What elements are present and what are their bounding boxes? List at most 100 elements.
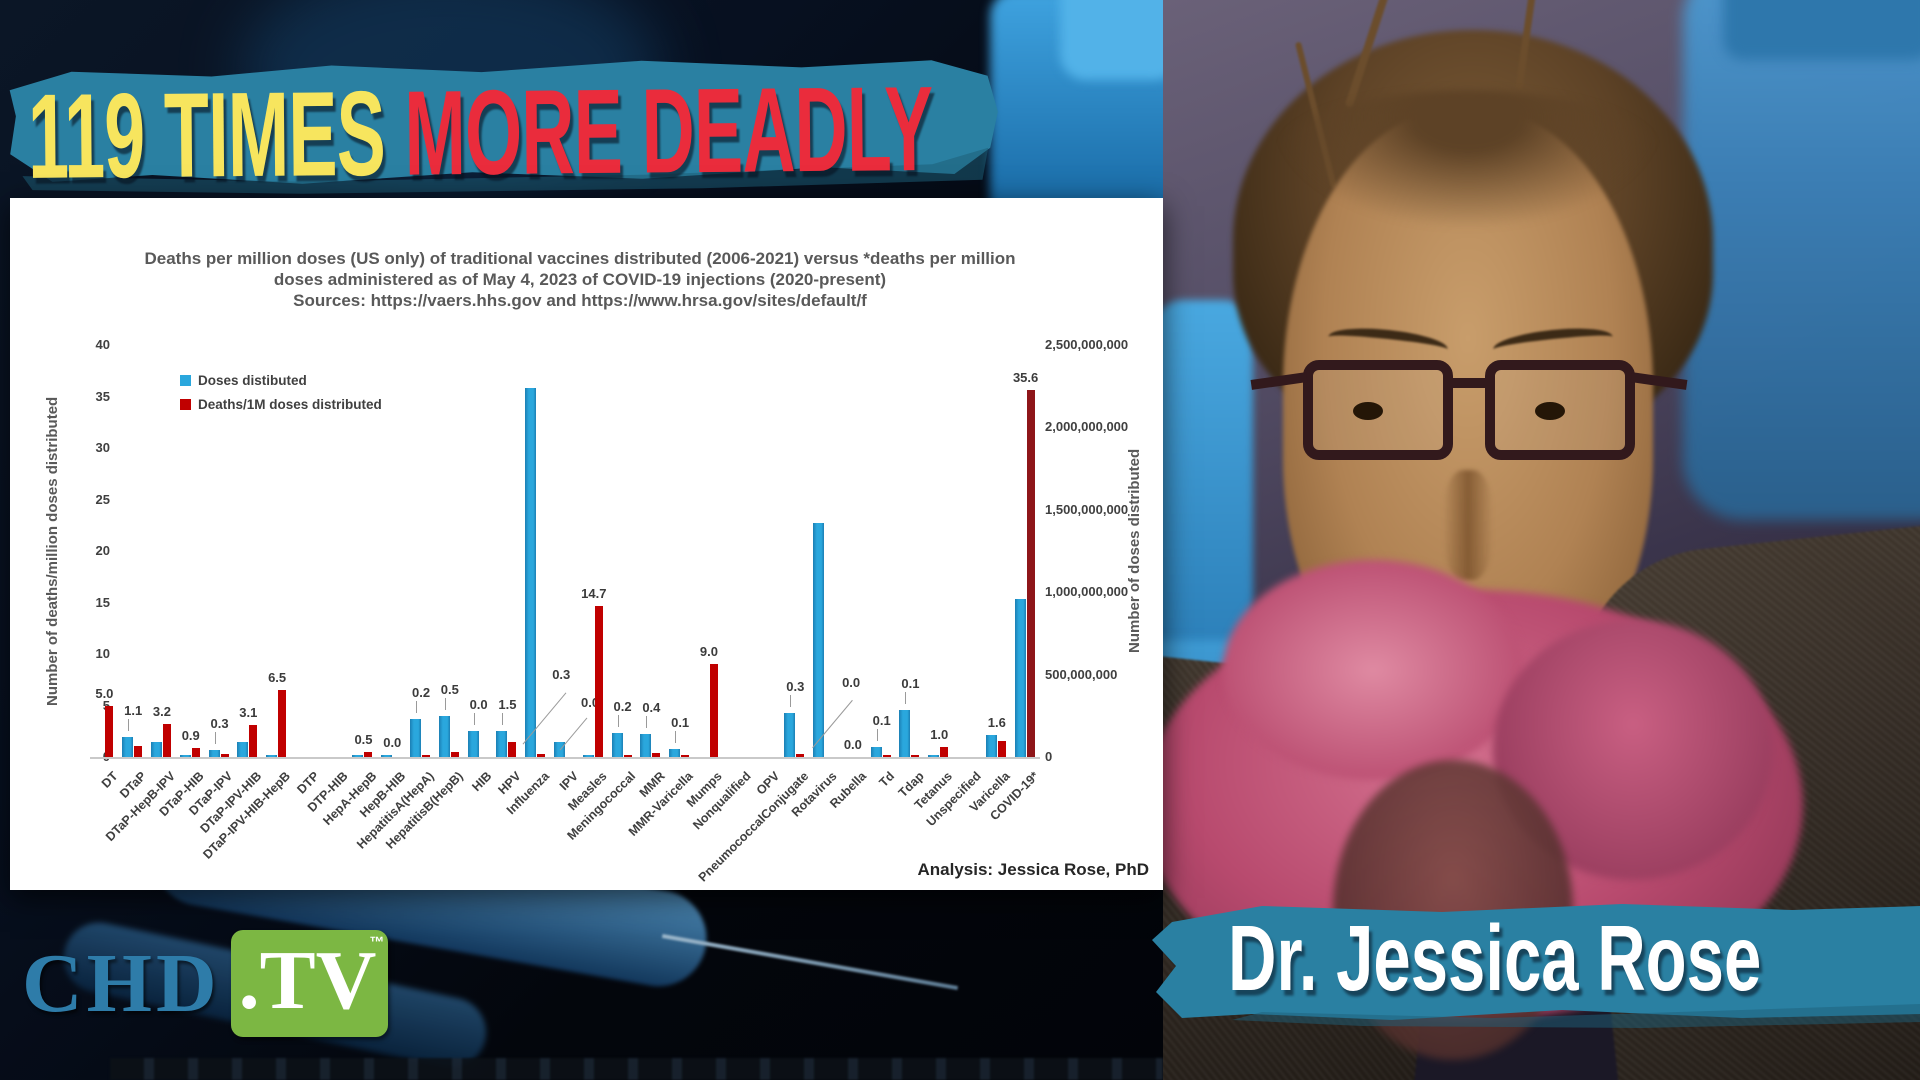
bar-doses-DTaP-IPV-HIB xyxy=(237,742,249,757)
data-label-Mumps: 9.0 xyxy=(699,644,718,660)
data-label-Tetanus: 1.0 xyxy=(930,726,949,742)
data-label-HepA-HepB: 0.5 xyxy=(354,731,373,747)
bar-doses-Varicella xyxy=(985,734,997,757)
bar-doses-Meningococcal xyxy=(611,733,623,757)
data-label-HepatitisA(HepA): 0.2 xyxy=(412,685,431,701)
leader-line-IPV xyxy=(559,717,588,751)
legend-label: Deaths/1M doses distributed xyxy=(198,396,382,412)
headline-yellow: 119 TIMES xyxy=(27,66,406,204)
bar-doses-DTaP xyxy=(122,737,134,757)
bar-doses-Rotavirus xyxy=(813,522,825,757)
x-axis-baseline xyxy=(90,757,1040,759)
legend-item-doses: Doses distibuted xyxy=(180,368,382,392)
bar-doses-Influenza xyxy=(525,387,537,757)
syringe-needle xyxy=(661,933,959,991)
data-label-DTaP-HIB: 0.9 xyxy=(181,727,200,743)
bar-deaths-DTaP xyxy=(134,745,143,757)
label-tick-DTaP xyxy=(128,719,130,732)
chd-tv-logo: CHD .TV ™ xyxy=(22,930,389,1037)
bar-deaths-DTaP-IPV-HIB xyxy=(249,725,258,757)
data-label-DTaP-IPV-HIB-HepB: 6.5 xyxy=(268,670,287,686)
data-label-Measles: 14.7 xyxy=(581,585,607,601)
legend-swatch-blue xyxy=(180,374,191,386)
data-label-HepB-HIB: 0.0 xyxy=(383,735,402,750)
logo-trademark: ™ xyxy=(369,934,385,951)
left-axis-tick: 30 xyxy=(95,440,110,455)
label-tick-HepatitisB(HepB) xyxy=(444,697,446,710)
bar-deaths-Measles xyxy=(594,605,603,757)
data-label-DT: 5.0 xyxy=(95,685,114,701)
bar-doses-IPV xyxy=(554,742,565,757)
data-label-Td: 0.1 xyxy=(872,713,891,729)
data-label-HPV: 1.5 xyxy=(498,697,517,713)
banner-brushstroke xyxy=(1152,904,1920,1028)
bar-doses-DTaP-HIB xyxy=(179,755,191,757)
right-axis-tick: 2,500,000,000 xyxy=(1045,337,1129,352)
right-axis-tick: 0 xyxy=(1045,749,1053,764)
chart-legend: Doses distibuted Deaths/1M doses distrib… xyxy=(180,368,382,416)
banner-brushstroke xyxy=(9,60,998,194)
data-label-DTaP: 1.1 xyxy=(124,703,143,719)
data-label-DTaP-HepB-IPV: 3.2 xyxy=(152,704,171,720)
label-tick-MMR-Varicella xyxy=(675,730,677,743)
speaker-name-text: Dr. Jessica Rose xyxy=(1228,907,1762,1011)
bar-doses-HPV xyxy=(496,731,508,757)
glasses-bridge xyxy=(1451,378,1487,388)
bar-deaths-Tetanus xyxy=(940,746,949,757)
bar-deaths-Mumps xyxy=(709,664,718,757)
bar-deaths-HPV xyxy=(508,741,517,757)
chart-panel: Deaths per million doses (US only) of tr… xyxy=(10,198,1163,890)
bar-doses-HepatitisA(HepA) xyxy=(410,719,422,757)
bar-doses-Td xyxy=(870,747,882,757)
bar-deaths-COVID-19* xyxy=(1026,390,1035,757)
bar-doses-HepB-HIB xyxy=(381,755,393,757)
eye xyxy=(1353,402,1383,420)
chart-title-line2: doses administered as of May 4, 2023 of … xyxy=(273,270,887,289)
logo-chd-text: CHD xyxy=(22,937,221,1030)
bar-deaths-PneumococcalConjugate xyxy=(796,753,805,757)
bar-doses-Tdap xyxy=(899,710,911,757)
bar-doses-Tetanus xyxy=(928,755,940,757)
bar-deaths-HepA-HepB xyxy=(364,751,373,757)
data-label-DTaP-IPV-HIB: 3.1 xyxy=(239,705,258,721)
bar-doses-HepA-HepB xyxy=(352,754,364,757)
label-tick-MMR xyxy=(646,715,648,728)
right-axis-tick: 1,000,000,000 xyxy=(1045,584,1129,600)
headline-text: 119 TIMES MORE DEADLY xyxy=(27,60,933,206)
bar-doses-DTaP-IPV xyxy=(208,750,220,757)
x-axis-label-text: HIB xyxy=(469,769,495,795)
x-axis-label-text: Td xyxy=(876,769,898,790)
left-axis-tick: 15 xyxy=(95,594,110,610)
left-axis-tick: 35 xyxy=(95,388,110,404)
bar-deaths-Td xyxy=(882,755,891,757)
label-tick-HPV xyxy=(502,713,504,726)
logo-tv-box: .TV ™ xyxy=(230,930,389,1037)
bar-deaths-Influenza xyxy=(537,753,546,757)
data-label-Meningococcal: 0.2 xyxy=(613,699,632,715)
bar-deaths-HepatitisB(HepB) xyxy=(450,751,459,757)
blue-bottle-cap-icon xyxy=(1723,0,1920,60)
data-label-HepatitisB(HepB): 0.5 xyxy=(440,681,459,697)
legend-item-deaths: Deaths/1M doses distributed xyxy=(180,392,382,416)
data-label-MMR-Varicella: 0.1 xyxy=(671,714,690,730)
bar-deaths-Tdap xyxy=(911,755,920,757)
blue-bottle-icon xyxy=(1683,0,1920,520)
label-tick-Td xyxy=(876,729,878,742)
bar-deaths-MMR-Varicella xyxy=(681,755,690,757)
bar-doses-MMR xyxy=(640,733,652,757)
data-label-DTaP-IPV: 0.3 xyxy=(210,716,229,732)
pink-scarf-fold xyxy=(1223,560,1523,780)
bar-doses-MMR-Varicella xyxy=(669,748,681,757)
left-axis-title: Number of deaths/million doses distribut… xyxy=(44,396,61,706)
left-axis-tick: 40 xyxy=(95,337,110,352)
headline-red: MORE DEADLY xyxy=(403,61,934,201)
data-label-COVID-19*: 35.6 xyxy=(1012,370,1039,386)
bar-doses-HIB xyxy=(467,730,479,757)
label-tick-Meningococcal xyxy=(617,715,619,728)
legend-label: Doses distibuted xyxy=(198,372,307,388)
data-label-IPV: 0.0 xyxy=(581,695,600,710)
bar-deaths-DTaP-IPV xyxy=(220,753,229,757)
analysis-credit: Analysis: Jessica Rose, PhD xyxy=(917,860,1149,879)
data-label-HIB: 0.0 xyxy=(469,696,488,712)
nose xyxy=(1443,470,1493,580)
